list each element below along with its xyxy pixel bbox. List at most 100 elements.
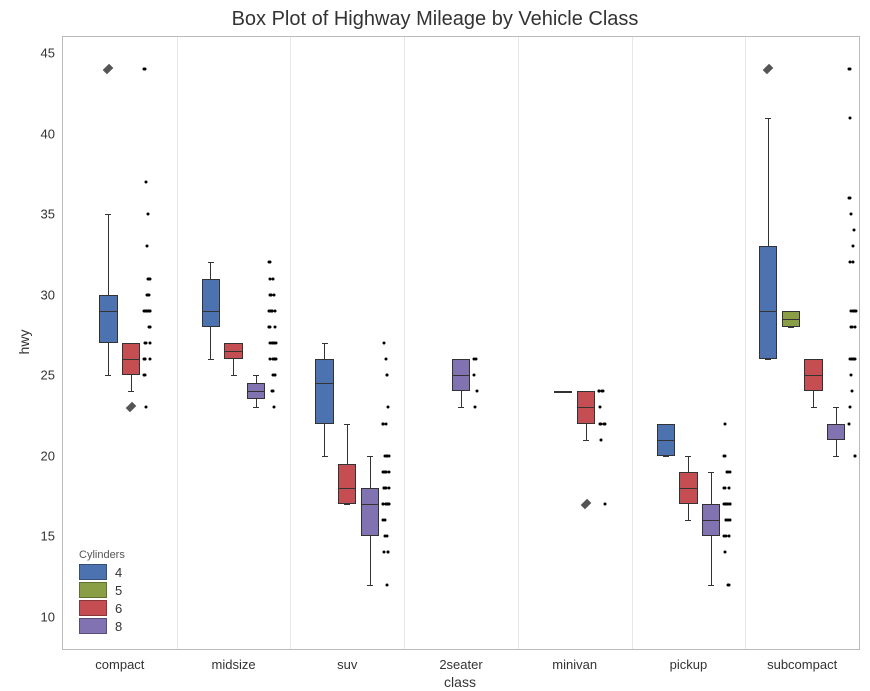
x-tick-label: minivan	[552, 657, 597, 672]
whisker	[210, 327, 211, 359]
median-line	[827, 424, 845, 425]
box-suv-8	[361, 488, 379, 536]
median-line	[657, 440, 675, 441]
x-tick-label: compact	[95, 657, 144, 672]
jitter-point	[147, 293, 150, 296]
cap	[765, 118, 771, 119]
cap	[231, 375, 237, 376]
whisker	[836, 407, 837, 423]
whisker	[324, 343, 325, 359]
jitter-point	[383, 535, 386, 538]
jitter-point	[144, 358, 147, 361]
cap	[344, 504, 350, 505]
jitter-point	[474, 406, 477, 409]
x-tick-label: pickup	[670, 657, 708, 672]
jitter-point	[268, 358, 271, 361]
median-line	[122, 359, 140, 360]
legend-title: Cylinders	[79, 549, 125, 561]
whisker	[256, 399, 257, 407]
jitter-point	[728, 470, 731, 473]
cap	[708, 585, 714, 586]
whisker	[688, 504, 689, 520]
median-line	[361, 504, 379, 505]
legend-label: 4	[115, 565, 122, 580]
outlier-marker	[763, 64, 774, 75]
box-subcompact-4	[759, 246, 777, 359]
whisker	[256, 375, 257, 383]
jitter-point	[853, 229, 856, 232]
jitter-point	[598, 390, 601, 393]
median-line	[99, 311, 117, 312]
jitter-point	[725, 470, 728, 473]
box-suv-4	[315, 359, 333, 423]
cap	[708, 472, 714, 473]
cap	[685, 456, 691, 457]
jitter-point	[599, 406, 602, 409]
whisker	[586, 424, 587, 440]
whisker	[836, 440, 837, 456]
jitter-point	[848, 422, 851, 425]
cap	[253, 375, 259, 376]
jitter-point	[726, 583, 729, 586]
cap	[788, 311, 794, 312]
jitter-point	[385, 422, 388, 425]
median-line	[702, 520, 720, 521]
median-line	[224, 351, 242, 352]
jitter-point	[386, 583, 389, 586]
chart-title: Box Plot of Highway Mileage by Vehicle C…	[0, 8, 870, 31]
jitter-point	[475, 358, 478, 361]
jitter-point	[271, 390, 274, 393]
legend-swatch	[79, 582, 107, 598]
y-tick-label: 30	[41, 287, 55, 302]
cap	[458, 407, 464, 408]
jitter-point	[144, 309, 147, 312]
jitter-point	[146, 277, 149, 280]
jitter-point	[724, 422, 727, 425]
cap	[765, 359, 771, 360]
whisker	[108, 343, 109, 375]
cap	[685, 520, 691, 521]
cap	[367, 585, 373, 586]
category-divider	[632, 37, 633, 649]
jitter-point	[600, 438, 603, 441]
x-tick-label: midsize	[212, 657, 256, 672]
jitter-point	[728, 519, 731, 522]
jitter-point	[724, 503, 727, 506]
cap	[663, 456, 669, 457]
whisker	[688, 456, 689, 472]
whisker	[711, 472, 712, 504]
x-tick-label: subcompact	[767, 657, 837, 672]
jitter-point	[854, 454, 857, 457]
jitter-point	[851, 390, 854, 393]
jitter-point	[268, 325, 271, 328]
jitter-point	[386, 454, 389, 457]
outlier-marker	[581, 499, 592, 510]
jitter-point	[273, 293, 276, 296]
jitter-point	[386, 374, 389, 377]
jitter-point	[848, 116, 851, 119]
y-tick-label: 20	[41, 448, 55, 463]
box-compact-4	[99, 295, 117, 343]
jitter-point	[727, 535, 730, 538]
jitter-point	[723, 486, 726, 489]
jitter-point	[274, 309, 277, 312]
x-axis-label: class	[444, 674, 476, 690]
whisker	[324, 424, 325, 456]
jitter-point	[849, 68, 852, 71]
median-line	[759, 311, 777, 312]
legend-swatch	[79, 600, 107, 616]
box-midsize-4	[202, 279, 220, 327]
cap	[105, 375, 111, 376]
box-suv-6	[338, 464, 356, 504]
jitter-point	[272, 406, 275, 409]
jitter-point	[149, 342, 152, 345]
box-subcompact-8	[827, 424, 845, 440]
jitter-point	[382, 486, 385, 489]
outlier-marker	[103, 64, 114, 75]
legend-item-4: 4	[79, 563, 125, 581]
jitter-point	[145, 406, 148, 409]
y-tick-label: 45	[41, 46, 55, 61]
cap	[811, 407, 817, 408]
x-tick-label: suv	[337, 657, 357, 672]
category-divider	[745, 37, 746, 649]
